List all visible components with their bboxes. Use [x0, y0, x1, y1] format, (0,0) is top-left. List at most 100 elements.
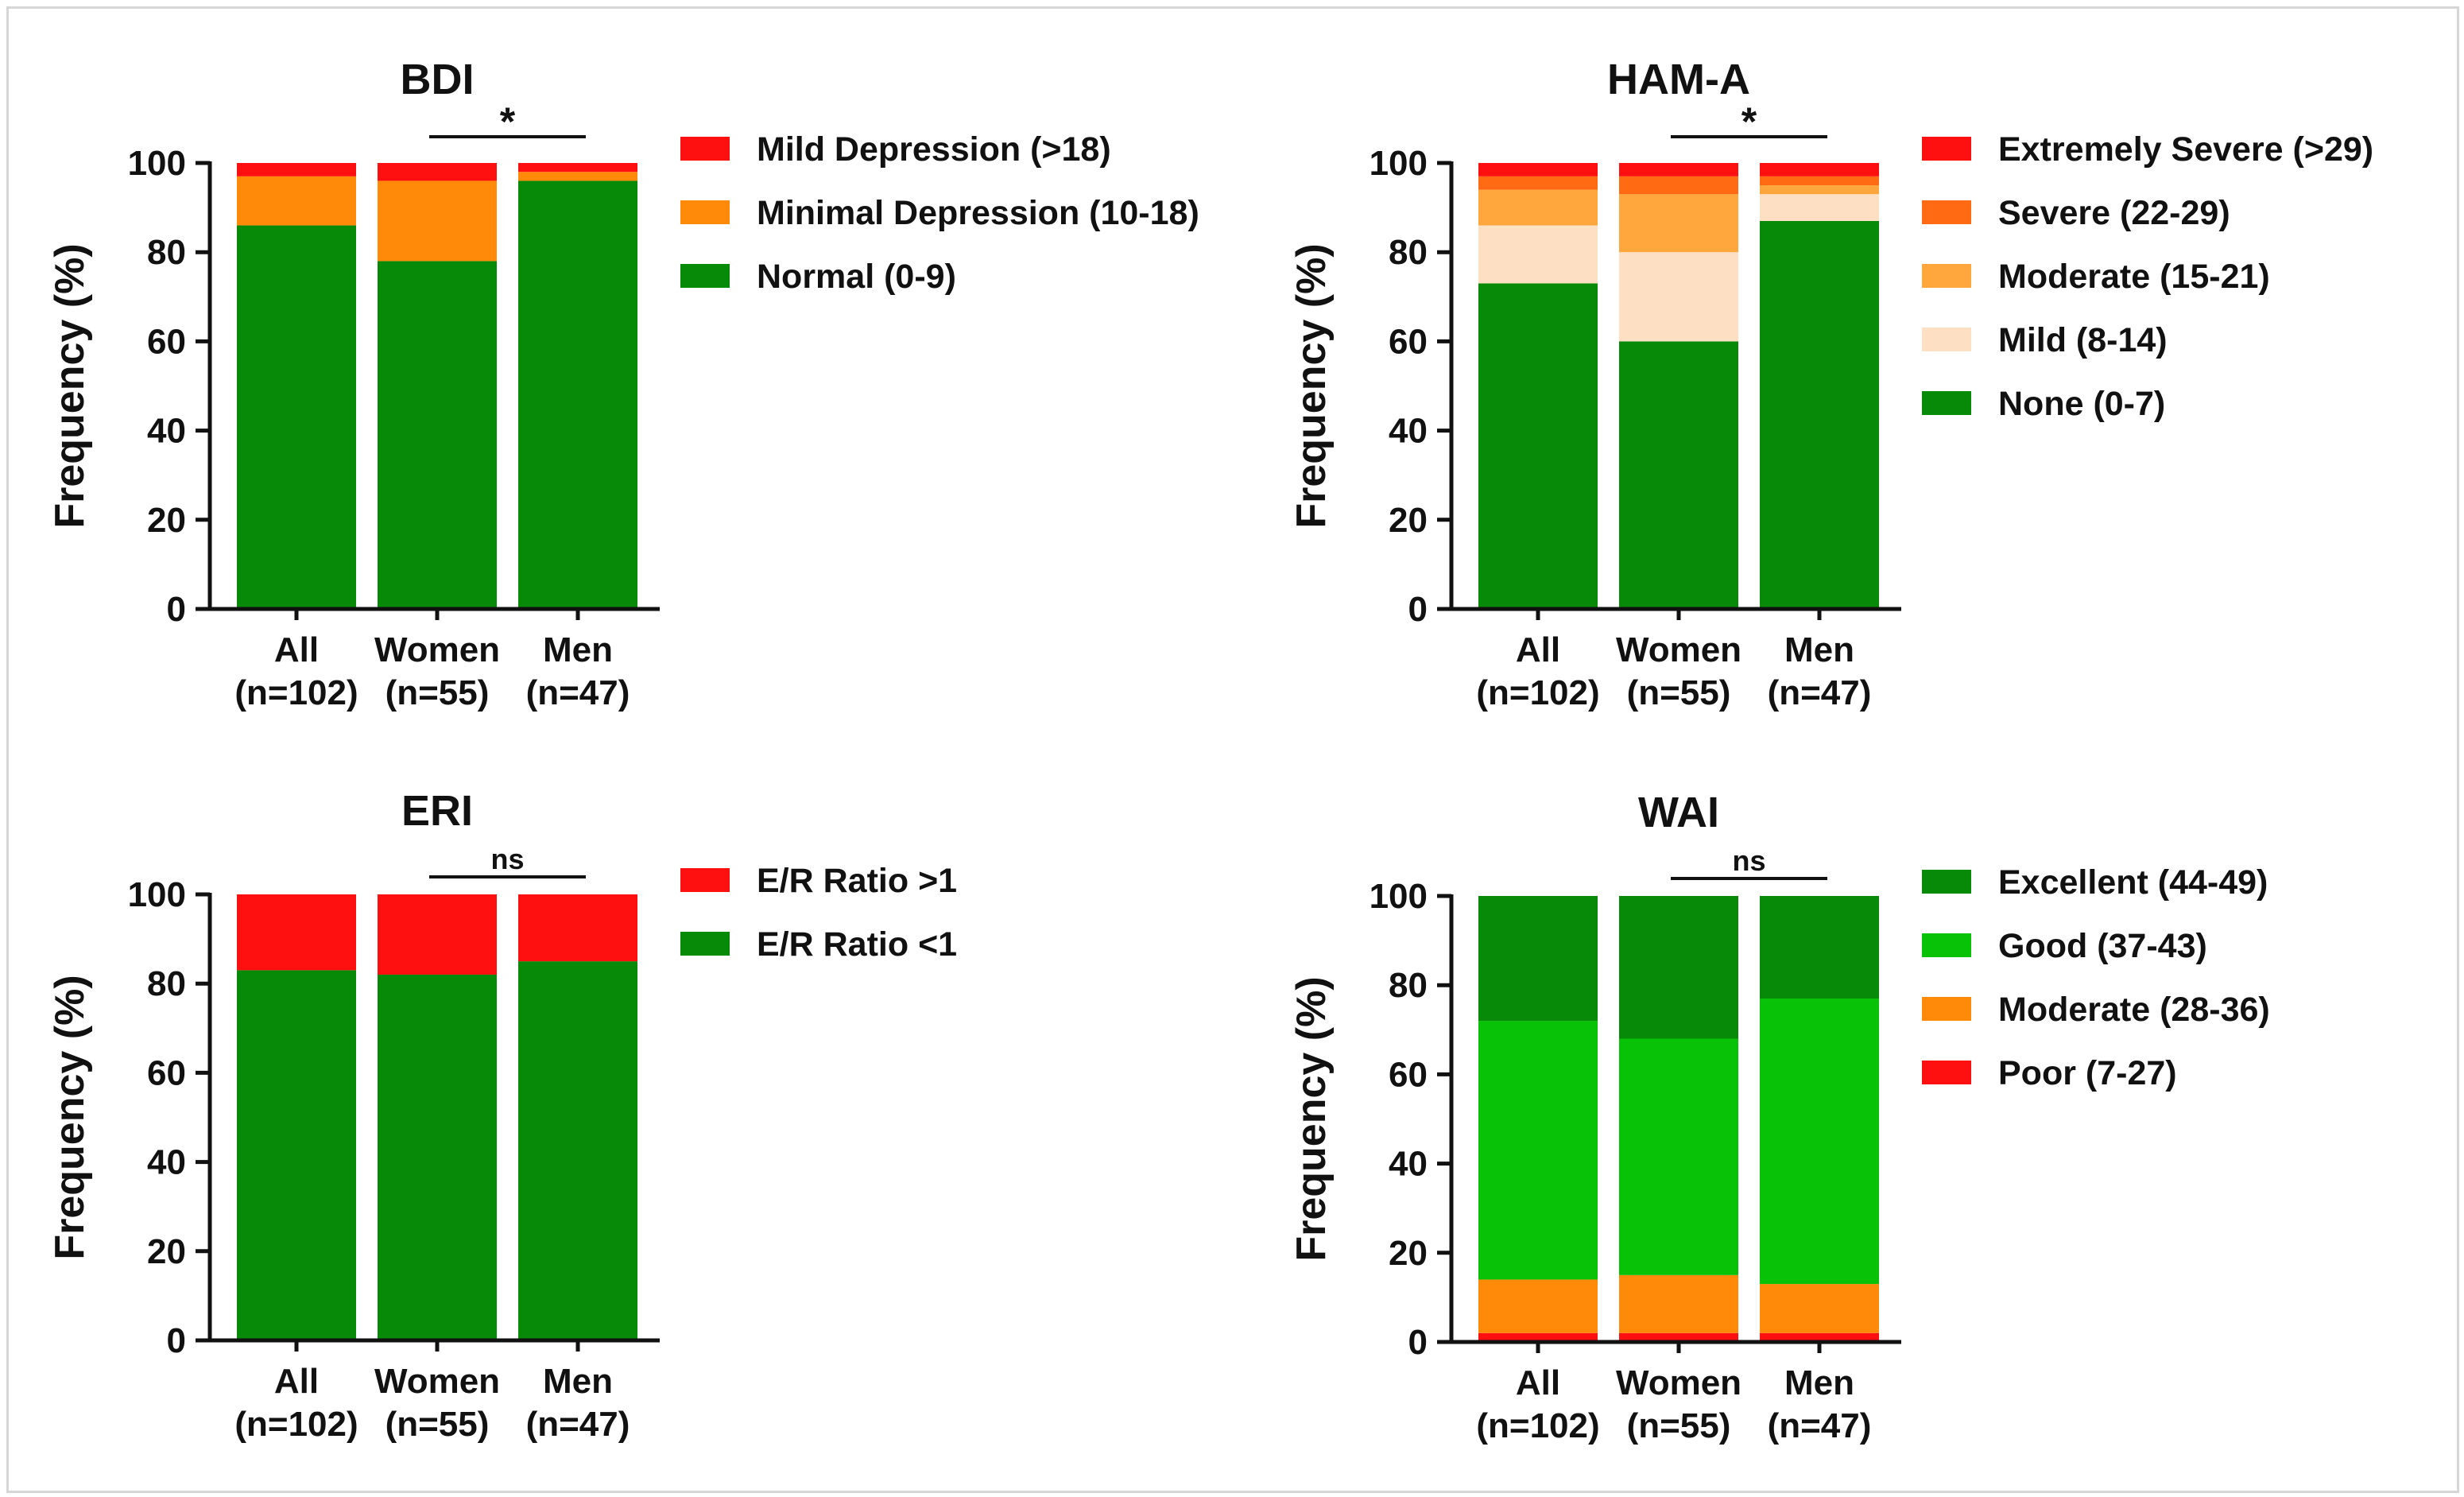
significance-label: * — [1741, 99, 1757, 144]
legend-swatch-e-r-ratio-1 — [680, 868, 730, 892]
x-tick-sublabel-men: (n=47) — [526, 673, 630, 712]
bar-men-e-r-ratio-1 — [518, 894, 637, 962]
legend-swatch-e-r-ratio-1 — [680, 932, 730, 956]
y-tick-label-20: 20 — [1389, 501, 1428, 540]
legend-label-none-0-7: None (0-7) — [1998, 385, 2165, 423]
chart-title: WAI — [1638, 789, 1719, 836]
bar-men-e-r-ratio-1 — [518, 961, 637, 1340]
legend-swatch-moderate-28-36 — [1922, 997, 1971, 1021]
bar-all-mild-8-14 — [1478, 225, 1598, 284]
x-tick-sublabel-men: (n=47) — [1768, 1406, 1872, 1445]
x-tick-label-men: Men — [543, 630, 613, 669]
bar-women-none-0-7 — [1619, 341, 1738, 609]
x-tick-sublabel-women: (n=55) — [385, 1405, 490, 1444]
chart-wai: WAI Frequency (%) All (n=102) Women (n=55) Men… — [1288, 789, 2270, 1445]
y-tick-label-80: 80 — [147, 233, 186, 272]
y-tick-label-40: 40 — [147, 1143, 186, 1182]
y-tick-label-0: 0 — [167, 1321, 186, 1360]
y-tick-label-100: 100 — [128, 875, 186, 914]
legend-label-e-r-ratio-1: E/R Ratio >1 — [757, 862, 957, 900]
significance-label: * — [500, 99, 516, 144]
y-tick-label-40: 40 — [1389, 412, 1428, 451]
bar-all-e-r-ratio-1 — [237, 894, 356, 971]
bar-all-mild-depression-18 — [237, 163, 356, 176]
bar-women-extremely-severe-29 — [1619, 163, 1738, 176]
y-axis-label: Frequency (%) — [47, 975, 93, 1259]
x-tick-label-all: All — [274, 1362, 319, 1401]
bar-men-minimal-depression-10-18 — [518, 172, 637, 181]
bar-men-mild-depression-18 — [518, 163, 637, 173]
bar-men-mild-8-14 — [1760, 194, 1879, 221]
legend-label-good-37-43: Good (37-43) — [1998, 927, 2207, 965]
bar-women-poor-7-27 — [1619, 1332, 1738, 1342]
legend-label-moderate-15-21: Moderate (15-21) — [1998, 258, 2270, 296]
y-tick-label-60: 60 — [147, 1053, 186, 1092]
bar-men-good-37-43 — [1760, 999, 1879, 1285]
x-tick-sublabel-all: (n=102) — [1476, 1406, 1599, 1445]
x-tick-label-all: All — [1516, 1363, 1560, 1402]
bar-men-normal-0-9 — [518, 180, 637, 609]
bar-women-moderate-15-21 — [1619, 194, 1738, 253]
legend-label-poor-7-27: Poor (7-27) — [1998, 1054, 2177, 1092]
y-tick-label-60: 60 — [147, 322, 186, 361]
x-tick-sublabel-all: (n=102) — [234, 1405, 358, 1444]
bar-women-e-r-ratio-1 — [378, 894, 497, 975]
bar-all-extremely-severe-29 — [1478, 163, 1598, 176]
chart-title: ERI — [401, 787, 473, 835]
legend-swatch-mild-8-14 — [1922, 328, 1971, 351]
bar-all-moderate-28-36 — [1478, 1279, 1598, 1333]
x-tick-label-men: Men — [1784, 630, 1854, 669]
legend-swatch-extremely-severe-29 — [1922, 137, 1971, 161]
legend-label-minimal-depression-10-18: Minimal Depression (10-18) — [757, 194, 1199, 232]
legend-label-mild-depression-18: Mild Depression (>18) — [757, 130, 1111, 169]
legend: Excellent (44-49) Good (37-43) Moderate (2… — [1922, 863, 2270, 1092]
x-tick-sublabel-all: (n=102) — [1476, 673, 1599, 712]
chart-title: HAM-A — [1607, 56, 1750, 103]
bar-all-severe-22-29 — [1478, 176, 1598, 190]
legend-swatch-mild-depression-18 — [680, 137, 730, 161]
bar-women-mild-depression-18 — [378, 163, 497, 181]
bar-women-minimal-depression-10-18 — [378, 180, 497, 262]
y-tick-label-100: 100 — [128, 144, 186, 183]
y-tick-label-100: 100 — [1370, 877, 1428, 916]
y-tick-label-0: 0 — [167, 590, 186, 629]
legend-label-normal-0-9: Normal (0-9) — [757, 258, 956, 296]
x-tick-label-women: Women — [374, 1362, 500, 1401]
x-tick-label-all: All — [1516, 630, 1560, 669]
legend-swatch-severe-22-29 — [1922, 200, 1971, 224]
legend-swatch-minimal-depression-10-18 — [680, 200, 730, 224]
bar-women-good-37-43 — [1619, 1038, 1738, 1275]
x-tick-sublabel-women: (n=55) — [1627, 673, 1731, 712]
significance-label: ns — [1732, 844, 1765, 877]
bar-all-normal-0-9 — [237, 225, 356, 609]
bar-women-excellent-44-49 — [1619, 896, 1738, 1039]
bar-men-severe-22-29 — [1760, 176, 1879, 186]
x-tick-sublabel-women: (n=55) — [385, 673, 490, 712]
legend-label-moderate-28-36: Moderate (28-36) — [1998, 991, 2270, 1029]
y-tick-label-100: 100 — [1370, 144, 1428, 183]
y-tick-label-0: 0 — [1408, 1323, 1428, 1362]
x-tick-label-men: Men — [543, 1362, 613, 1401]
legend-label-severe-22-29: Severe (22-29) — [1998, 194, 2230, 232]
bar-men-none-0-7 — [1760, 220, 1879, 609]
y-tick-label-60: 60 — [1389, 1055, 1428, 1094]
bar-all-good-37-43 — [1478, 1021, 1598, 1280]
x-tick-label-all: All — [274, 630, 319, 669]
bar-men-moderate-15-21 — [1760, 185, 1879, 195]
legend-swatch-normal-0-9 — [680, 264, 730, 288]
y-tick-label-40: 40 — [147, 412, 186, 451]
y-tick-label-20: 20 — [1389, 1234, 1428, 1273]
legend-swatch-excellent-44-49 — [1922, 870, 1971, 894]
bar-men-poor-7-27 — [1760, 1332, 1879, 1342]
legend: E/R Ratio >1 E/R Ratio <1 — [680, 862, 957, 964]
chart-ham-a: HAM-A Frequency (%) All (n=102) Women (n=55) M… — [1288, 56, 2373, 712]
y-tick-label-0: 0 — [1408, 590, 1428, 629]
x-tick-sublabel-women: (n=55) — [1627, 1406, 1731, 1445]
y-tick-label-60: 60 — [1389, 322, 1428, 361]
y-axis-label: Frequency (%) — [1288, 243, 1335, 528]
y-tick-label-20: 20 — [147, 1232, 186, 1271]
legend-label-excellent-44-49: Excellent (44-49) — [1998, 863, 2268, 902]
x-tick-label-women: Women — [374, 630, 500, 669]
chart-eri: ERI Frequency (%) All (n=102) Women (n=55) Men… — [47, 787, 957, 1444]
